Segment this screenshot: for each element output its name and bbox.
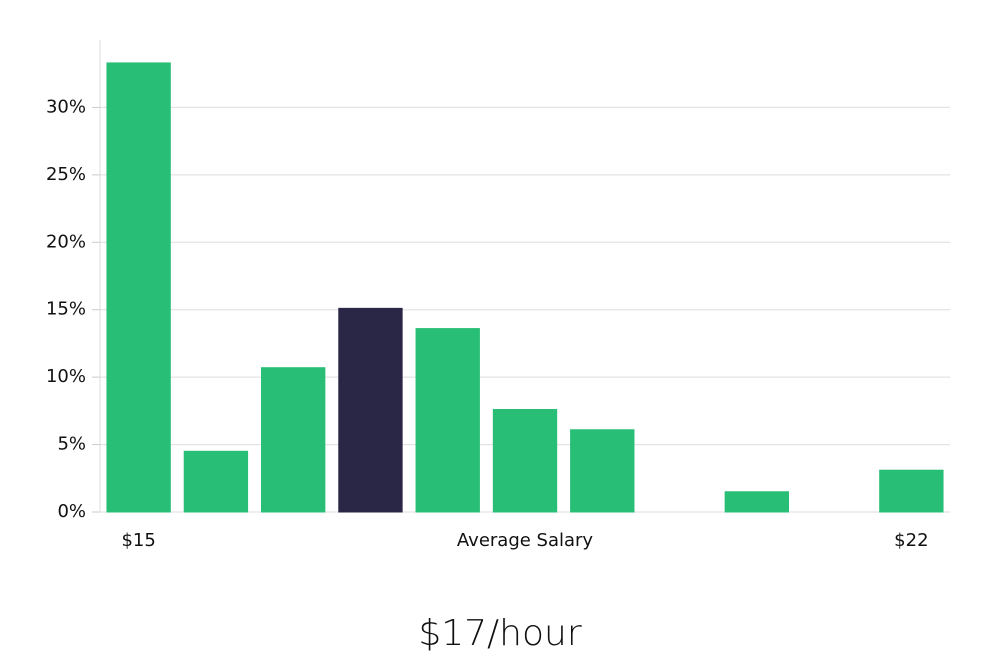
bar — [106, 62, 171, 513]
x-axis-label: Average Salary — [457, 530, 594, 551]
bar — [415, 328, 480, 513]
y-tick-label: 10% — [46, 366, 86, 387]
y-tick-label: 25% — [46, 164, 86, 185]
y-tick-label: 30% — [46, 96, 86, 117]
x-tick-label: $15 — [121, 530, 155, 551]
bar — [570, 429, 635, 513]
bar — [261, 367, 326, 513]
y-tick-label: 20% — [46, 231, 86, 252]
bar — [724, 491, 789, 513]
y-tick-label: 15% — [46, 299, 86, 320]
x-tick-label: $22 — [894, 530, 928, 551]
y-tick-label: 5% — [57, 434, 86, 455]
chart-subtitle: $17/hour — [418, 613, 582, 654]
bar — [879, 469, 944, 513]
bar — [492, 409, 558, 513]
y-tick-label: 0% — [57, 501, 86, 522]
bar — [183, 450, 249, 513]
bar — [338, 307, 403, 513]
